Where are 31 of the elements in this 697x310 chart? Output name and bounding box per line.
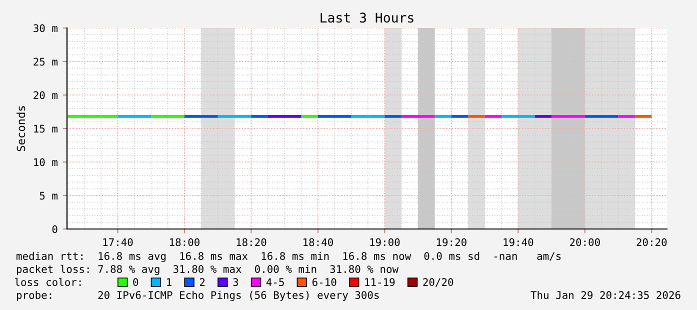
x-tick-label: 19:40 xyxy=(504,238,534,246)
y-tick-label: 25 m xyxy=(34,58,58,66)
legend-label: 2 xyxy=(200,278,205,286)
y-tick-label: 10 m xyxy=(34,158,58,166)
chart-title: Last 3 Hours xyxy=(320,12,414,23)
x-tick-label: 20:20 xyxy=(636,238,667,246)
y-tick-label: 20 m xyxy=(34,91,58,100)
x-tick-label: 18:40 xyxy=(304,238,333,246)
text: median rtt: 16.8 ms avg 16.8 ms max 16.8 ms min 16.8 ms now 0.0 ms sd -nan am/s xyxy=(16,252,561,262)
legend-label: 6-10 xyxy=(312,278,336,286)
text: Thu Jan 29 20:24:35 2026 xyxy=(530,290,680,300)
legend-label: 4-5 xyxy=(266,278,284,286)
text: probe: 20 IPv6-ICMP Echo Pings (56 Bytes) every 300s xyxy=(16,290,379,302)
text: packet loss: 7.88 % avg 31.80 % max 0.00 % min 31.80 % now xyxy=(16,264,399,276)
legend-label: 20/20 xyxy=(423,278,454,287)
y-tick-label: 15 m xyxy=(34,124,58,133)
legend-label: 3 xyxy=(233,278,238,286)
y-axis-title: Seconds xyxy=(16,106,26,152)
legend-title: loss color: xyxy=(15,278,81,286)
x-tick-label: 18:20 xyxy=(236,238,266,246)
y-tick-label: 0 xyxy=(52,225,58,234)
x-tick-label: 19:20 xyxy=(436,238,466,246)
x-tick-label: 19:00 xyxy=(370,238,400,246)
x-tick-label: 18:00 xyxy=(170,238,200,246)
legend-label: 11-19 xyxy=(365,278,395,286)
legend-label: 0 xyxy=(133,278,138,286)
x-tick-label: 17:40 xyxy=(103,238,133,246)
x-tick-label: 20:00 xyxy=(570,238,600,246)
legend-label: 1 xyxy=(167,278,172,286)
y-tick-label: 5 m xyxy=(40,192,58,200)
y-tick-label: 30 m xyxy=(34,24,58,32)
